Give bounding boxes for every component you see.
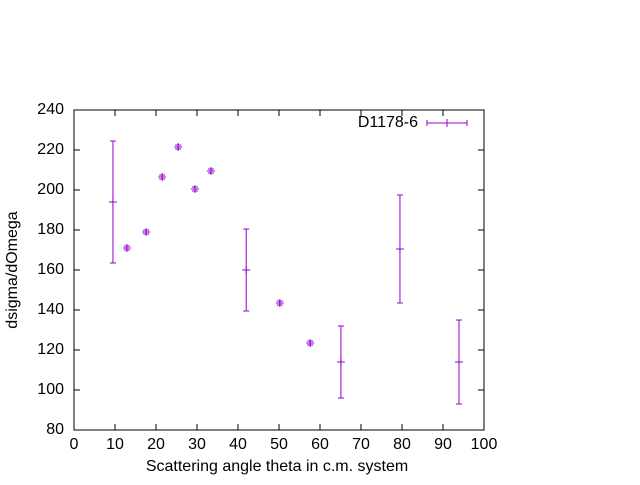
x-tick-label: 90 — [434, 436, 452, 453]
point — [395, 245, 404, 253]
x-tick-label: 20 — [147, 436, 165, 453]
legend-label: D1178-6 — [358, 114, 418, 131]
point — [122, 244, 131, 252]
y-tick-label: 200 — [37, 181, 64, 198]
point — [242, 266, 251, 274]
point — [142, 228, 151, 236]
point — [158, 173, 167, 181]
point — [190, 185, 199, 193]
point — [206, 167, 215, 175]
point — [306, 339, 315, 347]
y-tick-label: 140 — [37, 301, 64, 318]
point — [174, 143, 183, 151]
x-axis-label: Scattering angle theta in c.m. system — [146, 458, 408, 475]
point — [108, 198, 117, 206]
x-tick-label: 100 — [471, 436, 498, 453]
plot-frame — [73, 109, 485, 431]
y-tick-label: 120 — [37, 341, 64, 358]
y-tick-label: 240 — [37, 101, 64, 118]
point — [275, 299, 284, 307]
x-tick-label: 70 — [352, 436, 370, 453]
y-axis-label: dsigma/dOmega — [4, 211, 21, 328]
y-tick-label: 100 — [37, 381, 64, 398]
point — [336, 358, 345, 366]
x-tick-label: 0 — [70, 436, 79, 453]
x-tick-label: 40 — [229, 436, 247, 453]
x-tick-label: 60 — [311, 436, 329, 453]
x-tick-label: 80 — [393, 436, 411, 453]
x-tick-label: 50 — [270, 436, 288, 453]
point — [454, 358, 463, 366]
y-tick-label: 220 — [37, 141, 64, 158]
x-tick-label: 10 — [106, 436, 124, 453]
y-tick-label: 160 — [37, 261, 64, 278]
x-tick-label: 30 — [188, 436, 206, 453]
y-tick-label: 180 — [37, 221, 64, 238]
legend-symbol — [426, 119, 468, 127]
y-tick-label: 80 — [46, 421, 64, 438]
